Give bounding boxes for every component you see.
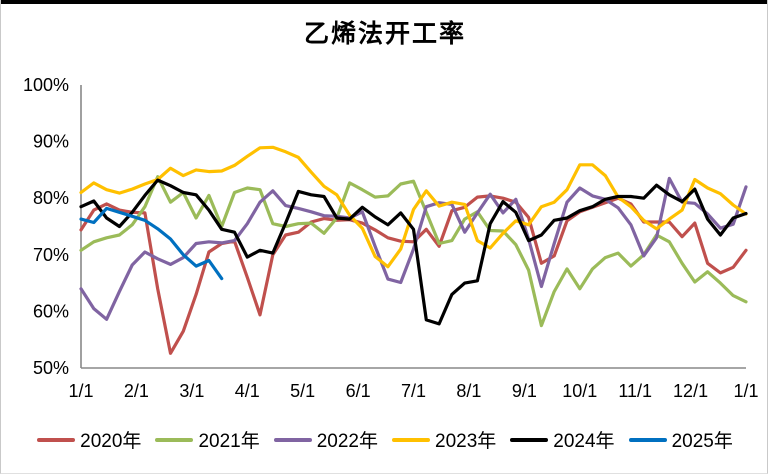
series-line-2025年 [79, 206, 224, 281]
x-tick-label: 5/1 [290, 381, 315, 401]
top-border-bar [1, 0, 767, 4]
legend-swatch [37, 437, 76, 442]
legend-item-2025年: 2025年 [628, 426, 733, 453]
y-tick-label: 90% [33, 132, 69, 152]
y-tick-label: 70% [33, 245, 69, 265]
legend-swatch [273, 437, 312, 442]
legend-item-2021年: 2021年 [155, 426, 260, 453]
legend-label: 2023年 [435, 431, 497, 452]
y-tick-label: 60% [33, 301, 69, 321]
legend-swatch [628, 437, 667, 442]
x-tick-label: 4/1 [235, 381, 260, 401]
legend-label: 2025年 [671, 431, 733, 452]
x-tick-label: 9/1 [512, 381, 537, 401]
legend-label: 2021年 [198, 431, 260, 452]
x-tick-label: 10/1 [562, 381, 597, 401]
series-line-2020年 [79, 194, 748, 355]
x-tick-label: 2/1 [124, 381, 149, 401]
x-tick-label: 1/1 [68, 381, 93, 401]
legend-item-2023年: 2023年 [392, 426, 496, 453]
series-line-2023年 [79, 145, 748, 269]
legend-swatch [155, 437, 194, 442]
legend-swatch [392, 437, 430, 442]
series-line-2024年 [79, 178, 748, 326]
x-tick-label: 8/1 [456, 381, 481, 401]
legend-item-2020年: 2020年 [37, 426, 141, 453]
legend-item-2022年: 2022年 [273, 426, 378, 453]
x-tick-label: 7/1 [401, 381, 426, 401]
legend-swatch [510, 437, 549, 442]
legend-label: 2020年 [80, 431, 142, 452]
legend-item-2024年: 2024年 [510, 426, 615, 453]
chart-title: 乙烯法开工率 [303, 21, 466, 48]
x-tick-label: 11/1 [618, 381, 652, 401]
y-tick-label: 50% [33, 358, 69, 378]
legend: 2020年 2021年 2022年 2023年 2024年 2025年 [1, 426, 767, 453]
y-tick-label: 80% [33, 188, 69, 208]
legend-label: 2022年 [316, 431, 378, 452]
legend-label: 2024年 [553, 431, 615, 452]
series-line-2021年 [79, 175, 748, 328]
x-tick-label: 6/1 [346, 381, 371, 401]
y-tick-label: 100% [23, 75, 69, 95]
x-tick-label: 3/1 [179, 381, 204, 401]
x-tick-label: 1/1 [733, 381, 758, 401]
x-tick-label: 12/1 [673, 381, 708, 401]
series-line-2022年 [79, 176, 748, 321]
